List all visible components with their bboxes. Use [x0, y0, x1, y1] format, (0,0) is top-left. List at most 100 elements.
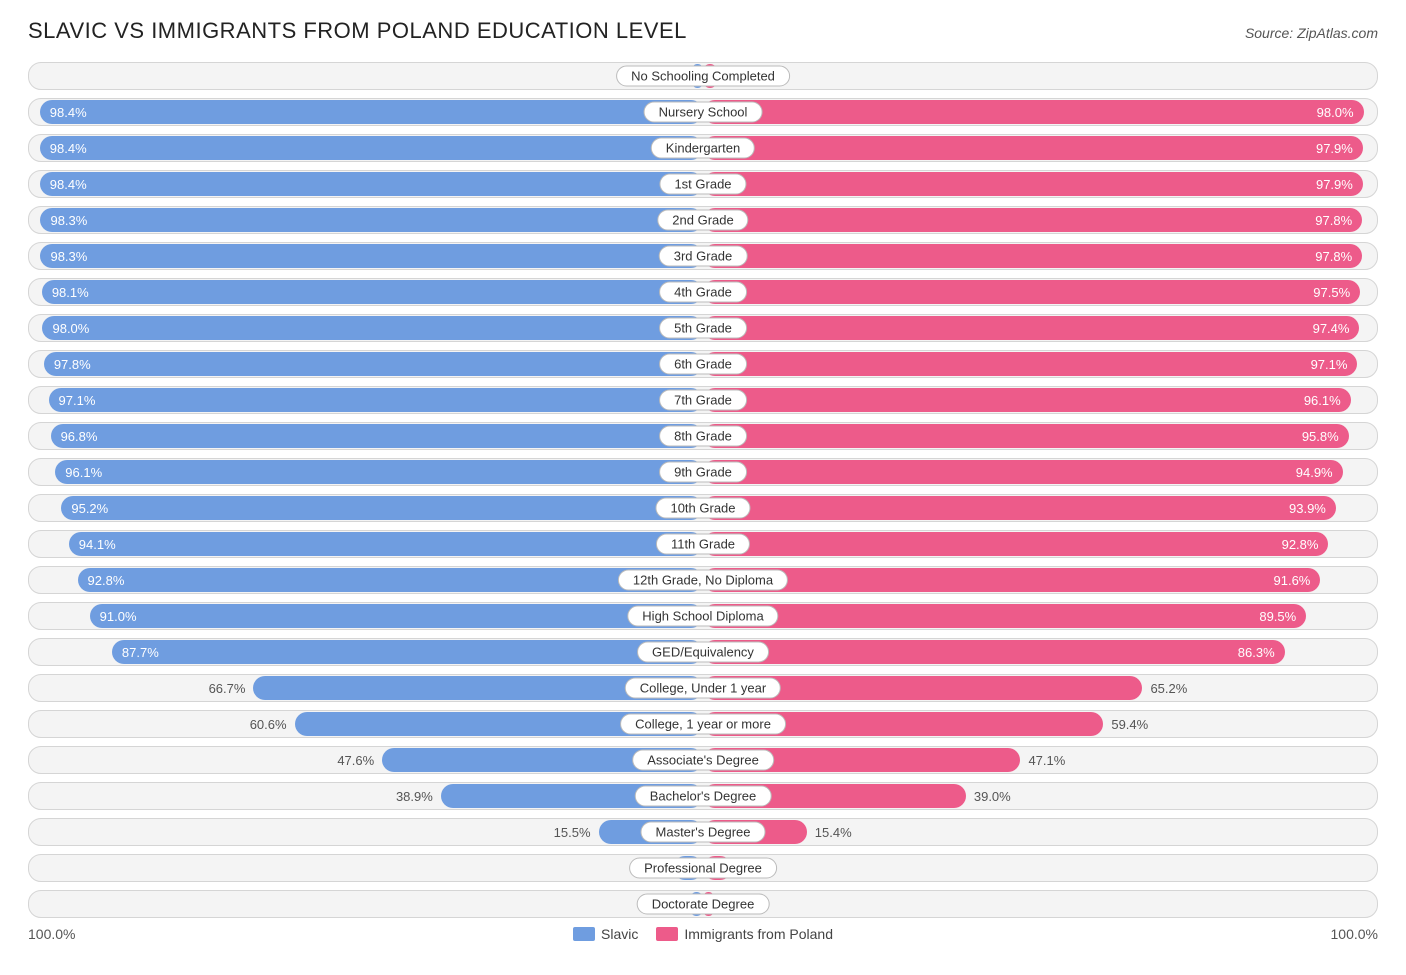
- category-label: Kindergarten: [651, 138, 755, 159]
- category-label: Associate's Degree: [632, 750, 774, 771]
- legend-swatch-poland: [656, 927, 678, 941]
- bar-right: 97.9%: [703, 136, 1363, 160]
- value-left: 66.7%: [209, 675, 246, 701]
- value-left: 98.0%: [52, 321, 89, 336]
- category-label: 8th Grade: [659, 426, 747, 447]
- bar-right: 97.8%: [703, 244, 1362, 268]
- bar-right: 97.4%: [703, 316, 1359, 340]
- value-right: 97.9%: [1316, 177, 1353, 192]
- bar-left: 96.8%: [51, 424, 703, 448]
- category-label: No Schooling Completed: [616, 66, 790, 87]
- chart-row: 91.0%89.5%High School Diploma: [28, 602, 1378, 630]
- value-right: 97.1%: [1311, 357, 1348, 372]
- value-right: 47.1%: [1028, 747, 1065, 773]
- category-label: 6th Grade: [659, 354, 747, 375]
- value-right: 97.8%: [1315, 213, 1352, 228]
- category-label: 4th Grade: [659, 282, 747, 303]
- bar-left: 98.4%: [40, 100, 703, 124]
- category-label: 12th Grade, No Diploma: [618, 570, 788, 591]
- value-left: 38.9%: [396, 783, 433, 809]
- category-label: Nursery School: [644, 102, 763, 123]
- value-right: 89.5%: [1259, 609, 1296, 624]
- chart-row: 98.4%97.9%1st Grade: [28, 170, 1378, 198]
- value-right: 97.4%: [1313, 321, 1350, 336]
- chart-source: Source: ZipAtlas.com: [1245, 25, 1378, 41]
- category-label: Master's Degree: [641, 822, 766, 843]
- chart-footer: 100.0% Slavic Immigrants from Poland 100…: [28, 926, 1378, 942]
- chart-row: 98.4%97.9%Kindergarten: [28, 134, 1378, 162]
- category-label: 2nd Grade: [657, 210, 748, 231]
- bar-right: 96.1%: [703, 388, 1351, 412]
- bar-right: 97.5%: [703, 280, 1360, 304]
- value-left: 47.6%: [337, 747, 374, 773]
- chart-row: 98.1% 97.5% 4th Grade: [28, 278, 1378, 306]
- legend: Slavic Immigrants from Poland: [573, 926, 833, 942]
- bar-left: 98.4%: [40, 172, 703, 196]
- chart-row: 98.3% 97.8% 2nd Grade: [28, 206, 1378, 234]
- chart-row: 1.9%1.7%Doctorate Degree: [28, 890, 1378, 918]
- diverging-bar-chart: 1.7%2.1%No Schooling Completed98.4%98.0%…: [28, 62, 1378, 918]
- value-right: 65.2%: [1150, 675, 1187, 701]
- bar-right: 97.8%: [703, 208, 1362, 232]
- bar-left: 98.1%: [42, 280, 703, 304]
- chart-row: 97.8% 97.1% 6th Grade: [28, 350, 1378, 378]
- bar-left: 95.2%: [61, 496, 703, 520]
- value-left: 96.1%: [65, 465, 102, 480]
- value-right: 95.8%: [1302, 429, 1339, 444]
- value-right: 39.0%: [974, 783, 1011, 809]
- bar-right: 89.5%: [703, 604, 1306, 628]
- bar-left: 87.7%: [112, 640, 703, 664]
- chart-row: 60.6%59.4%College, 1 year or more: [28, 710, 1378, 738]
- chart-row: 47.6% 47.1% Associate's Degree: [28, 746, 1378, 774]
- bar-right: 94.9%: [703, 460, 1343, 484]
- bar-left: 98.3%: [40, 208, 703, 232]
- value-right: 97.5%: [1313, 285, 1350, 300]
- value-right: 91.6%: [1274, 573, 1311, 588]
- legend-item-slavic: Slavic: [573, 926, 638, 942]
- value-left: 87.7%: [122, 645, 159, 660]
- bar-right: 93.9%: [703, 496, 1336, 520]
- bar-left: 96.1%: [55, 460, 703, 484]
- bar-right: 97.1%: [703, 352, 1357, 376]
- category-label: 5th Grade: [659, 318, 747, 339]
- chart-row: 95.2% 93.9% 10th Grade: [28, 494, 1378, 522]
- value-left: 98.4%: [50, 105, 87, 120]
- category-label: GED/Equivalency: [637, 642, 769, 663]
- bar-left: 97.1%: [49, 388, 703, 412]
- chart-title: SLAVIC VS IMMIGRANTS FROM POLAND EDUCATI…: [28, 18, 687, 44]
- bar-left: 97.8%: [44, 352, 703, 376]
- axis-left-max: 100.0%: [28, 926, 75, 942]
- bar-right: 98.0%: [703, 100, 1364, 124]
- chart-row: 96.8% 95.8% 8th Grade: [28, 422, 1378, 450]
- value-left: 15.5%: [554, 819, 591, 845]
- category-label: 7th Grade: [659, 390, 747, 411]
- chart-row: 98.3%97.8%3rd Grade: [28, 242, 1378, 270]
- legend-item-poland: Immigrants from Poland: [656, 926, 833, 942]
- chart-row: 98.4% 98.0%Nursery School: [28, 98, 1378, 126]
- legend-label-slavic: Slavic: [601, 926, 638, 942]
- category-label: 9th Grade: [659, 462, 747, 483]
- chart-row: 1.7%2.1%No Schooling Completed: [28, 62, 1378, 90]
- value-left: 97.8%: [54, 357, 91, 372]
- axis-right-max: 100.0%: [1331, 926, 1378, 942]
- value-left: 98.3%: [50, 249, 87, 264]
- value-left: 98.1%: [52, 285, 89, 300]
- chart-row: 4.5%4.3%Professional Degree: [28, 854, 1378, 882]
- value-right: 15.4%: [815, 819, 852, 845]
- value-right: 92.8%: [1282, 537, 1319, 552]
- value-right: 97.8%: [1315, 249, 1352, 264]
- legend-label-poland: Immigrants from Poland: [684, 926, 833, 942]
- bar-left: 98.3%: [40, 244, 703, 268]
- category-label: Professional Degree: [629, 858, 777, 879]
- chart-header: SLAVIC VS IMMIGRANTS FROM POLAND EDUCATI…: [28, 18, 1378, 44]
- value-right: 86.3%: [1238, 645, 1275, 660]
- value-right: 93.9%: [1289, 501, 1326, 516]
- category-label: 10th Grade: [655, 498, 750, 519]
- bar-left: 98.4%: [40, 136, 703, 160]
- chart-row: 97.1%96.1%7th Grade: [28, 386, 1378, 414]
- bar-left: 91.0%: [90, 604, 703, 628]
- chart-row: 15.5% 15.4% Master's Degree: [28, 818, 1378, 846]
- value-left: 60.6%: [250, 711, 287, 737]
- bar-left: 98.0%: [42, 316, 703, 340]
- value-right: 94.9%: [1296, 465, 1333, 480]
